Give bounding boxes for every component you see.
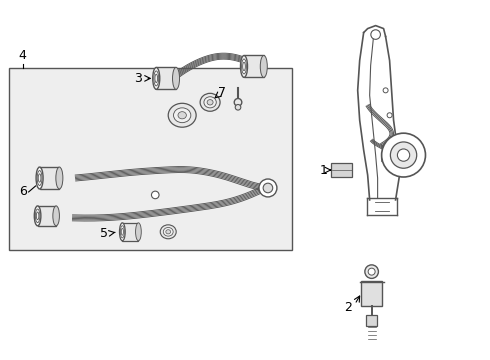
Ellipse shape xyxy=(241,55,247,77)
Ellipse shape xyxy=(168,103,196,127)
Circle shape xyxy=(371,30,380,39)
Circle shape xyxy=(387,113,392,118)
Bar xyxy=(156,67,176,89)
Text: 2: 2 xyxy=(344,301,352,314)
Bar xyxy=(38,206,56,226)
Circle shape xyxy=(382,133,425,177)
Circle shape xyxy=(383,88,388,93)
Ellipse shape xyxy=(160,225,176,239)
Bar xyxy=(9,68,292,250)
FancyBboxPatch shape xyxy=(367,315,377,326)
Ellipse shape xyxy=(172,67,179,89)
Ellipse shape xyxy=(207,100,213,105)
Circle shape xyxy=(151,191,159,199)
Ellipse shape xyxy=(56,167,63,189)
FancyBboxPatch shape xyxy=(361,281,382,306)
Circle shape xyxy=(391,142,416,168)
Text: 7: 7 xyxy=(218,86,226,99)
Ellipse shape xyxy=(166,230,171,234)
Ellipse shape xyxy=(36,167,43,189)
Ellipse shape xyxy=(136,223,141,241)
Ellipse shape xyxy=(178,112,186,119)
Bar xyxy=(122,223,138,241)
Bar xyxy=(40,167,59,189)
Text: 5: 5 xyxy=(100,227,108,240)
Circle shape xyxy=(365,265,378,278)
Ellipse shape xyxy=(34,206,41,226)
Text: 4: 4 xyxy=(19,49,26,62)
Ellipse shape xyxy=(200,93,220,111)
Ellipse shape xyxy=(163,228,173,236)
Ellipse shape xyxy=(173,108,191,123)
Text: 3: 3 xyxy=(134,72,142,85)
Bar xyxy=(244,55,264,77)
Circle shape xyxy=(368,268,375,275)
Circle shape xyxy=(235,104,241,110)
Ellipse shape xyxy=(260,55,268,77)
FancyBboxPatch shape xyxy=(331,163,352,177)
Text: 1: 1 xyxy=(320,163,328,176)
Ellipse shape xyxy=(53,206,59,226)
Ellipse shape xyxy=(153,67,160,89)
Ellipse shape xyxy=(204,97,216,108)
Text: 6: 6 xyxy=(19,185,26,198)
Circle shape xyxy=(259,179,277,197)
Circle shape xyxy=(397,149,410,161)
Circle shape xyxy=(234,99,242,106)
Circle shape xyxy=(263,183,273,193)
Ellipse shape xyxy=(120,223,125,241)
